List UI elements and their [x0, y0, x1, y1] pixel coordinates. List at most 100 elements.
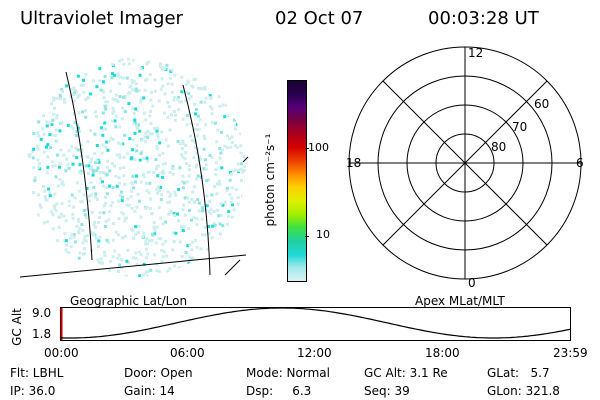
emission-pixel: [193, 145, 197, 149]
emission-pixel: [172, 98, 176, 102]
emission-pixel: [113, 164, 117, 168]
emission-pixel: [192, 185, 196, 189]
emission-pixel: [127, 62, 131, 66]
emission-pixel: [92, 233, 96, 237]
emission-pixel: [131, 58, 135, 62]
emission-pixel: [94, 236, 98, 240]
emission-pixel: [234, 127, 238, 131]
emission-pixel: [204, 123, 207, 127]
emission-pixel: [160, 171, 164, 175]
emission-pixel: [101, 111, 105, 115]
emission-pixel: [99, 257, 103, 261]
instrument-title: Ultraviolet Imager: [20, 8, 183, 29]
emission-pixel: [192, 216, 196, 220]
emission-pixel: [159, 62, 163, 66]
emission-pixel: [84, 98, 88, 102]
emission-pixel: [162, 171, 166, 175]
emission-pixel: [61, 90, 65, 93]
emission-pixel: [155, 144, 159, 148]
emission-pixel: [88, 160, 92, 164]
emission-pixel: [28, 154, 32, 158]
emission-pixel: [109, 204, 113, 207]
emission-pixel: [89, 92, 92, 96]
emission-pixel: [135, 108, 139, 112]
emission-pixel: [197, 155, 201, 159]
emission-pixel: [113, 119, 117, 123]
emission-pixel: [164, 138, 168, 142]
emission-pixel: [230, 186, 234, 190]
door-status: Door: Open: [124, 366, 193, 380]
time-label: 00:03:28 UT: [428, 8, 539, 29]
emission-pixel: [109, 136, 113, 140]
emission-pixel: [64, 239, 68, 243]
emission-pixel: [156, 135, 160, 139]
emission-pixel: [95, 144, 99, 147]
emission-pixel: [194, 165, 198, 169]
emission-pixel: [105, 192, 109, 196]
emission-pixel: [96, 166, 100, 170]
emission-pixel: [94, 110, 97, 114]
emission-pixel: [79, 143, 83, 147]
emission-pixel: [174, 193, 178, 197]
emission-pixel: [166, 115, 170, 119]
emission-pixel: [114, 93, 118, 97]
emission-pixel: [73, 240, 77, 244]
emission-pixel: [149, 207, 152, 211]
emission-pixel: [179, 267, 183, 271]
emission-pixel: [204, 163, 208, 167]
emission-pixel: [76, 74, 80, 78]
emission-pixel: [60, 202, 64, 206]
emission-pixel: [211, 224, 215, 228]
emission-pixel: [137, 250, 141, 254]
emission-pixel: [100, 151, 104, 155]
emission-pixel: [78, 170, 81, 174]
emission-pixel: [111, 200, 115, 204]
emission-pixel: [75, 130, 79, 133]
emission-pixel: [122, 174, 126, 178]
colorbar-tick-100: 100: [308, 141, 329, 154]
emission-pixel: [127, 261, 131, 265]
emission-pixel: [98, 171, 102, 175]
emission-pixel: [113, 73, 117, 77]
emission-pixel: [239, 167, 243, 171]
emission-pixel: [67, 204, 71, 208]
emission-pixel: [197, 127, 201, 131]
emission-pixel: [180, 75, 184, 79]
emission-pixel: [188, 243, 192, 247]
emission-pixel: [160, 193, 163, 197]
emission-pixel: [106, 159, 109, 163]
emission-pixel: [207, 210, 211, 214]
emission-pixel: [42, 150, 46, 154]
emission-pixel: [90, 157, 94, 161]
emission-pixel: [155, 164, 159, 168]
emission-pixel: [72, 154, 76, 158]
emission-pixel: [172, 96, 176, 100]
emission-pixel: [166, 82, 170, 86]
emission-pixel: [169, 113, 173, 117]
emission-pixel: [74, 146, 78, 150]
emission-pixel: [67, 251, 71, 255]
emission-pixel: [61, 183, 65, 187]
emission-pixel: [98, 67, 102, 71]
emission-pixel: [129, 157, 133, 161]
emission-pixel: [122, 95, 126, 99]
emission-pixel: [229, 200, 233, 204]
emission-pixel: [223, 115, 227, 119]
emission-pixel: [212, 222, 216, 226]
emission-pixel: [69, 125, 73, 129]
emission-pixel: [160, 66, 164, 70]
emission-pixel: [130, 207, 134, 210]
emission-pixel: [168, 267, 172, 271]
emission-pixel: [153, 229, 157, 232]
emission-pixel: [150, 212, 154, 215]
emission-pixel: [46, 143, 50, 147]
emission-pixel: [195, 177, 199, 181]
emission-pixel: [209, 96, 213, 100]
emission-pixel: [199, 247, 203, 251]
emission-pixel: [190, 218, 193, 222]
emission-pixel: [211, 236, 214, 240]
emission-pixel: [42, 132, 46, 136]
emission-pixel: [115, 153, 119, 157]
emission-pixel: [157, 99, 161, 103]
emission-pixel: [48, 194, 52, 198]
